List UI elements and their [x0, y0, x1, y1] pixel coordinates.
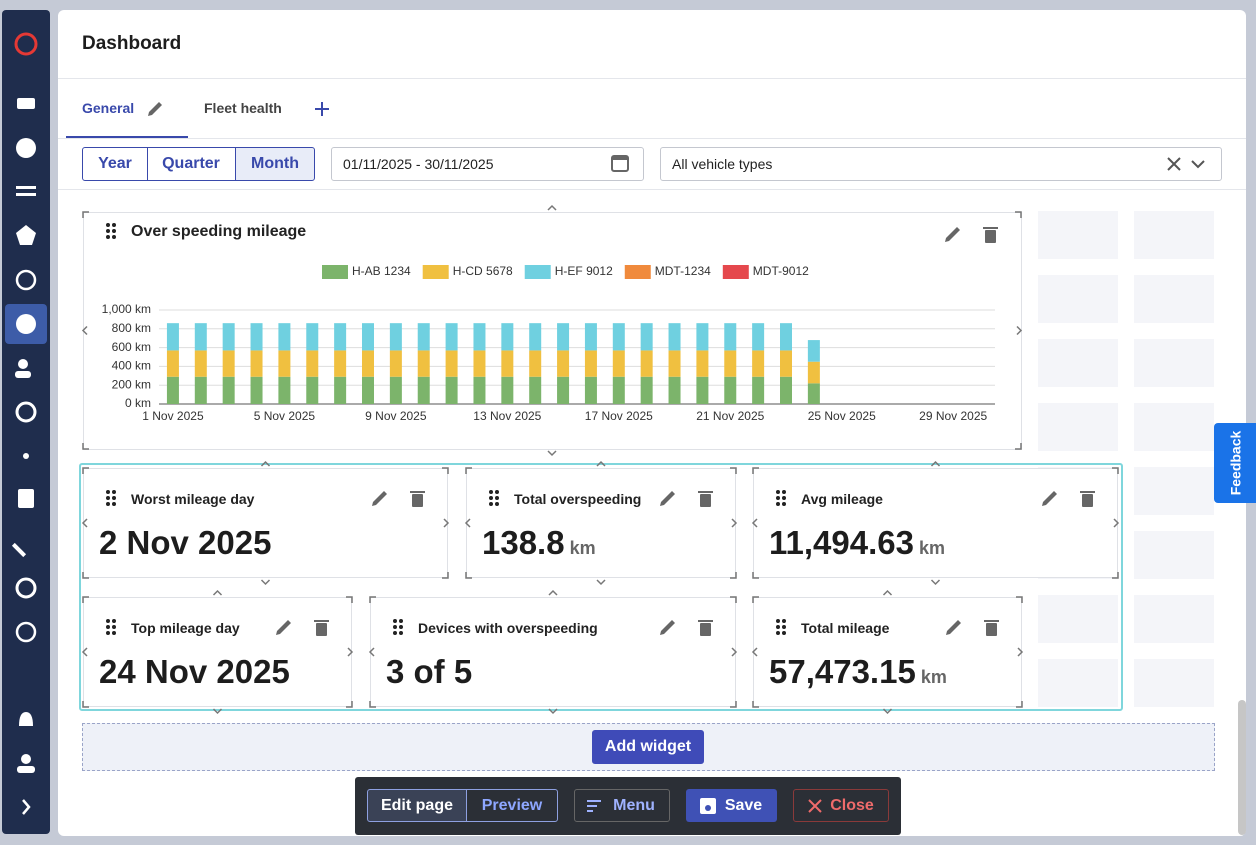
vehicle-type-text: All vehicle types [672, 156, 773, 172]
close-icon [808, 799, 822, 813]
placeholder-tile [1038, 339, 1118, 387]
chart-widget [83, 212, 1022, 450]
toolbar-button[interactable]: Menu [574, 789, 670, 822]
placeholder-tile [1134, 339, 1214, 387]
value-text: 24 Nov 2025 [99, 653, 290, 690]
placeholder-tile [1038, 275, 1118, 323]
logo [14, 32, 38, 56]
value-text: 57,473.15 [769, 653, 916, 690]
placeholder-tile [1134, 659, 1214, 707]
divider [58, 138, 1246, 139]
edit-tab-icon[interactable] [144, 98, 166, 120]
value-unit: km [920, 667, 947, 687]
widget-title: Total mileage [801, 620, 890, 636]
value-unit: km [919, 538, 946, 558]
widget-title: Worst mileage day [131, 491, 255, 507]
value-unit: km [569, 538, 596, 558]
menu-icon [587, 800, 601, 812]
kpi-widget [83, 597, 352, 707]
feedback-text: Feedback [1227, 430, 1243, 496]
nav-icons[interactable] [11, 98, 37, 815]
widget-value: 11,494.63 km [769, 524, 945, 562]
vehicle-type-select[interactable]: All vehicle types [660, 147, 1222, 181]
select-icons[interactable] [1165, 155, 1211, 173]
widget-value: 24 Nov 2025 [99, 653, 290, 691]
widget-title: Total overspeeding [514, 491, 642, 507]
placeholder-tile [1134, 467, 1214, 515]
period-button[interactable]: Year [82, 147, 148, 181]
kpi-widget [753, 597, 1022, 707]
add-tab[interactable] [313, 100, 331, 118]
widget-value: 138.8 km [482, 524, 596, 562]
placeholder-tile [1038, 211, 1118, 259]
date-range[interactable]: 01/11/2025 - 30/11/2025 [331, 147, 644, 181]
tab-indicator [66, 136, 188, 138]
widget-value: 2 Nov 2025 [99, 524, 271, 562]
period-button[interactable]: Month [235, 147, 315, 181]
widget-title: Avg mileage [801, 491, 883, 507]
widget-title: Top mileage day [131, 620, 240, 636]
placeholder-tile [1134, 595, 1214, 643]
placeholder-tile [1038, 403, 1118, 451]
value-text: 2 Nov 2025 [99, 524, 272, 561]
toolbar-button[interactable]: Edit page [367, 789, 467, 822]
placeholder-tile [1038, 659, 1118, 707]
kpi-widget [83, 468, 448, 578]
sidebar [2, 10, 50, 834]
kpi-widget [753, 468, 1118, 578]
widget-value: 57,473.15 km [769, 653, 947, 691]
sidebar-icons [5, 32, 47, 815]
value-text: 11,494.63 [769, 524, 914, 561]
save-icon [700, 798, 716, 814]
toolbar-button[interactable]: Preview [466, 789, 558, 822]
tab[interactable]: Fleet health [204, 100, 282, 116]
toolbar-button[interactable]: Close [793, 789, 889, 822]
add-widget-button[interactable]: Add widget [592, 730, 704, 764]
value-text: 138.8 [482, 524, 565, 561]
placeholder-tile [1134, 403, 1214, 451]
kpi-widget [370, 597, 736, 707]
feedback-tab[interactable]: Feedback [1214, 423, 1256, 503]
placeholder-tile [1038, 595, 1118, 643]
date-range-text: 01/11/2025 - 30/11/2025 [343, 156, 494, 172]
divider [58, 78, 1246, 79]
widget-value: 3 of 5 [386, 653, 472, 691]
value-text: 3 of 5 [386, 653, 473, 690]
page-title: Dashboard [82, 33, 182, 54]
tab[interactable]: General [82, 100, 135, 116]
period-button[interactable]: Quarter [147, 147, 236, 181]
placeholder-tile [1134, 275, 1214, 323]
calendar-icon[interactable] [610, 153, 630, 173]
widget-title: Devices with overspeeding [418, 620, 598, 636]
placeholder-tile [1134, 531, 1214, 579]
placeholder-tile [1134, 211, 1214, 259]
divider [58, 189, 1246, 190]
scrollbar [1238, 700, 1246, 835]
